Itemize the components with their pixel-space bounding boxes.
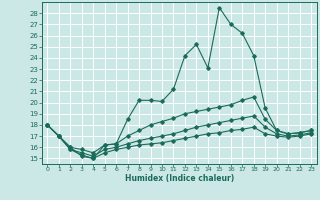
X-axis label: Humidex (Indice chaleur): Humidex (Indice chaleur) bbox=[124, 174, 234, 183]
